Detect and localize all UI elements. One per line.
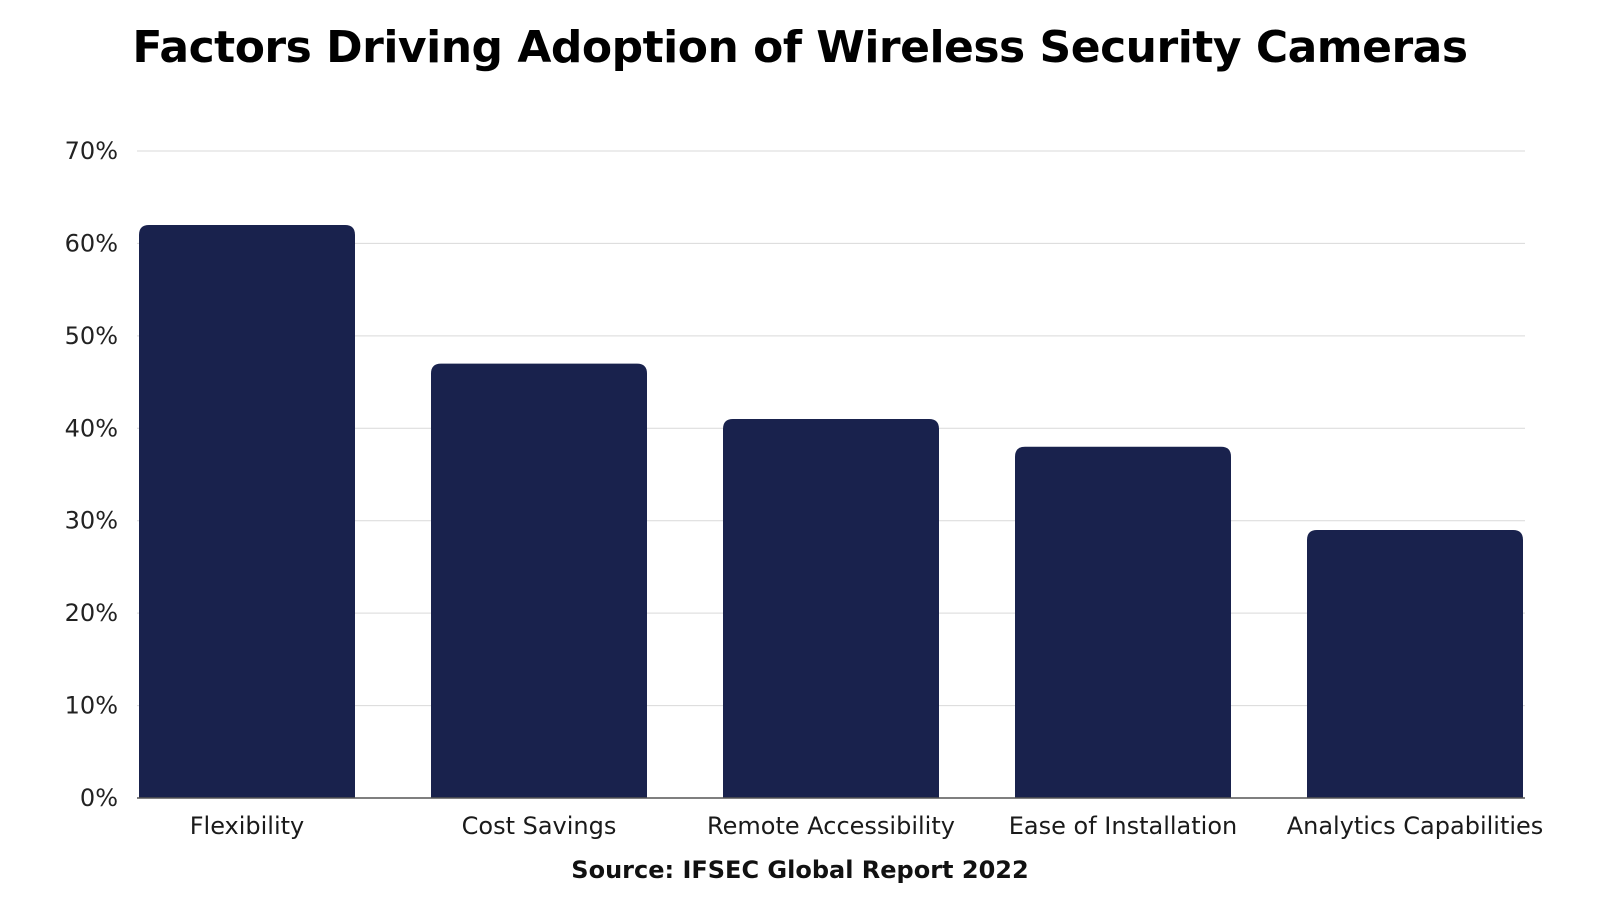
chart-title: Factors Driving Adoption of Wireless Sec…: [132, 22, 1468, 73]
x-axis-labels: Flexibility Cost Savings Remote Accessibil…: [190, 812, 1544, 840]
y-tick-label: 40%: [65, 414, 118, 442]
x-tick-label: Analytics Capabilities: [1287, 812, 1544, 840]
y-tick-label: 50%: [65, 322, 118, 350]
y-tick-label: 70%: [65, 137, 118, 165]
bar-ease-of-installation: [1015, 446, 1231, 798]
y-tick-label: 10%: [65, 692, 118, 720]
bars: [139, 224, 1523, 798]
x-tick-label: Flexibility: [190, 812, 305, 840]
bar-remote-accessibility: [723, 419, 939, 798]
y-tick-label: 60%: [65, 229, 118, 257]
source-note: Source: IFSEC Global Report 2022: [571, 856, 1029, 884]
x-tick-label: Cost Savings: [462, 812, 617, 840]
y-tick-label: 0%: [80, 784, 118, 812]
x-tick-label: Ease of Installation: [1009, 812, 1237, 840]
y-axis-ticks: 0% 10% 20% 30% 40% 50% 60% 70%: [65, 137, 118, 812]
x-tick-label: Remote Accessibility: [707, 812, 955, 840]
bar-analytics-capabilities: [1307, 529, 1523, 798]
bar-flexibility: [139, 224, 355, 798]
bar-cost-savings: [431, 363, 647, 798]
y-tick-label: 30%: [65, 507, 118, 535]
y-tick-label: 20%: [65, 599, 118, 627]
